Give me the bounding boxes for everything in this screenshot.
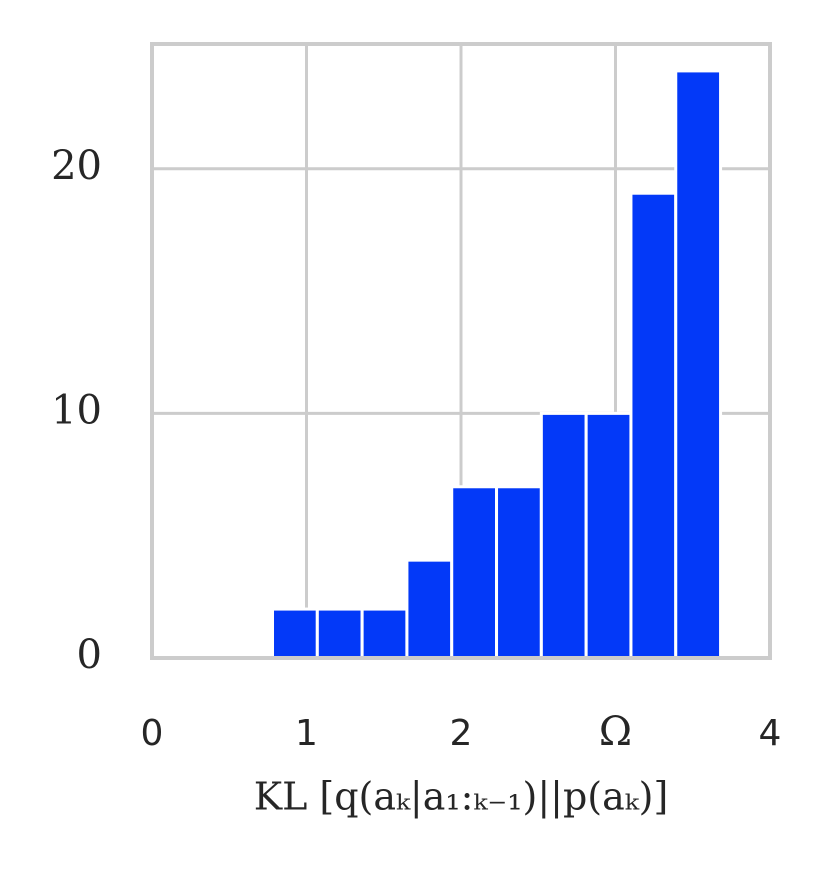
- bar: [495, 485, 543, 660]
- x-tick-label: Ω: [599, 709, 632, 755]
- bar: [450, 485, 499, 660]
- x-tick-label: 4: [759, 713, 782, 754]
- x-tick-label: 1: [295, 713, 318, 754]
- x-tick-label: 0: [141, 713, 164, 754]
- y-tick-label: 10: [51, 387, 102, 433]
- bar: [315, 607, 364, 660]
- x-tick-label: 2: [450, 713, 473, 754]
- bar: [584, 411, 633, 660]
- plot-frame: [150, 42, 772, 660]
- bar: [271, 607, 319, 660]
- bar: [539, 411, 588, 660]
- bar: [360, 607, 409, 660]
- x-axis-label: KL [q(aₖ|a₁:ₖ₋₁)||p(aₖ)]: [254, 775, 669, 819]
- y-tick-label: 0: [77, 632, 102, 678]
- y-tick-label: 20: [51, 143, 102, 189]
- bar: [629, 191, 678, 660]
- bar: [405, 558, 454, 660]
- bar: [674, 69, 723, 660]
